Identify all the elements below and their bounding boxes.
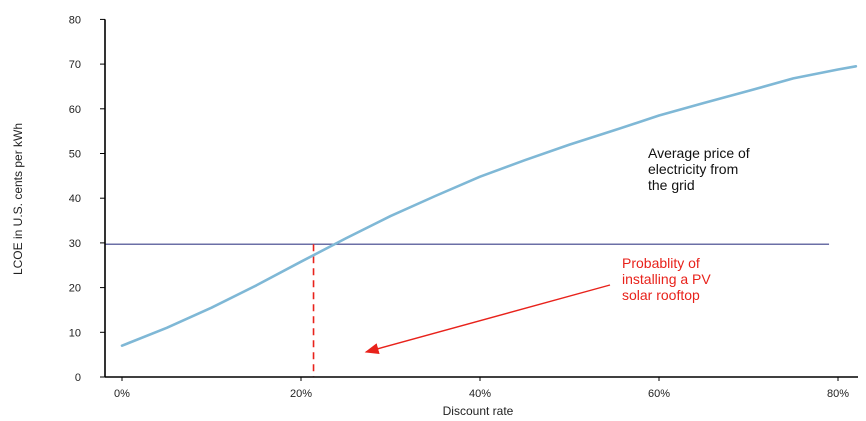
x-tick-label: 80% — [827, 388, 849, 400]
y-tick-label: 50 — [69, 149, 81, 161]
pv-probability-annotation-line: Probablity of — [622, 255, 700, 271]
y-tick-label: 80 — [69, 14, 81, 26]
y-tick-label: 70 — [69, 59, 81, 71]
pv-probability-annotation: Probablity of installing a PV solar roofto… — [622, 255, 711, 303]
grid-price-annotation-line: the grid — [648, 177, 695, 193]
y-tick-label: 60 — [69, 104, 81, 116]
x-tick-label: 40% — [469, 388, 491, 400]
y-tick-label: 20 — [69, 283, 81, 295]
y-tick-label: 30 — [69, 238, 81, 250]
pv-probability-annotation-line: solar rooftop — [622, 287, 700, 303]
annotation-arrow — [364, 284, 611, 355]
pv-probability-annotation-line: installing a PV — [622, 271, 711, 287]
y-axis-title: LCOE in U.S. cents per kWh — [11, 123, 25, 275]
grid-price-annotation: Average price of electricity from the grid — [648, 145, 750, 193]
x-tick-label: 60% — [648, 388, 670, 400]
x-tick-label: 20% — [290, 388, 312, 400]
x-axis-title: Discount rate — [443, 404, 514, 418]
lcoe-series-line — [120, 65, 858, 348]
grid-price-annotation-line: electricity from — [648, 161, 738, 177]
y-tick-label: 10 — [69, 327, 81, 339]
y-tick-label: 0 — [75, 372, 81, 384]
x-tick-label: 0% — [114, 388, 130, 400]
grid-price-annotation-line: Average price of — [648, 145, 750, 161]
y-tick-label: 40 — [69, 193, 81, 205]
